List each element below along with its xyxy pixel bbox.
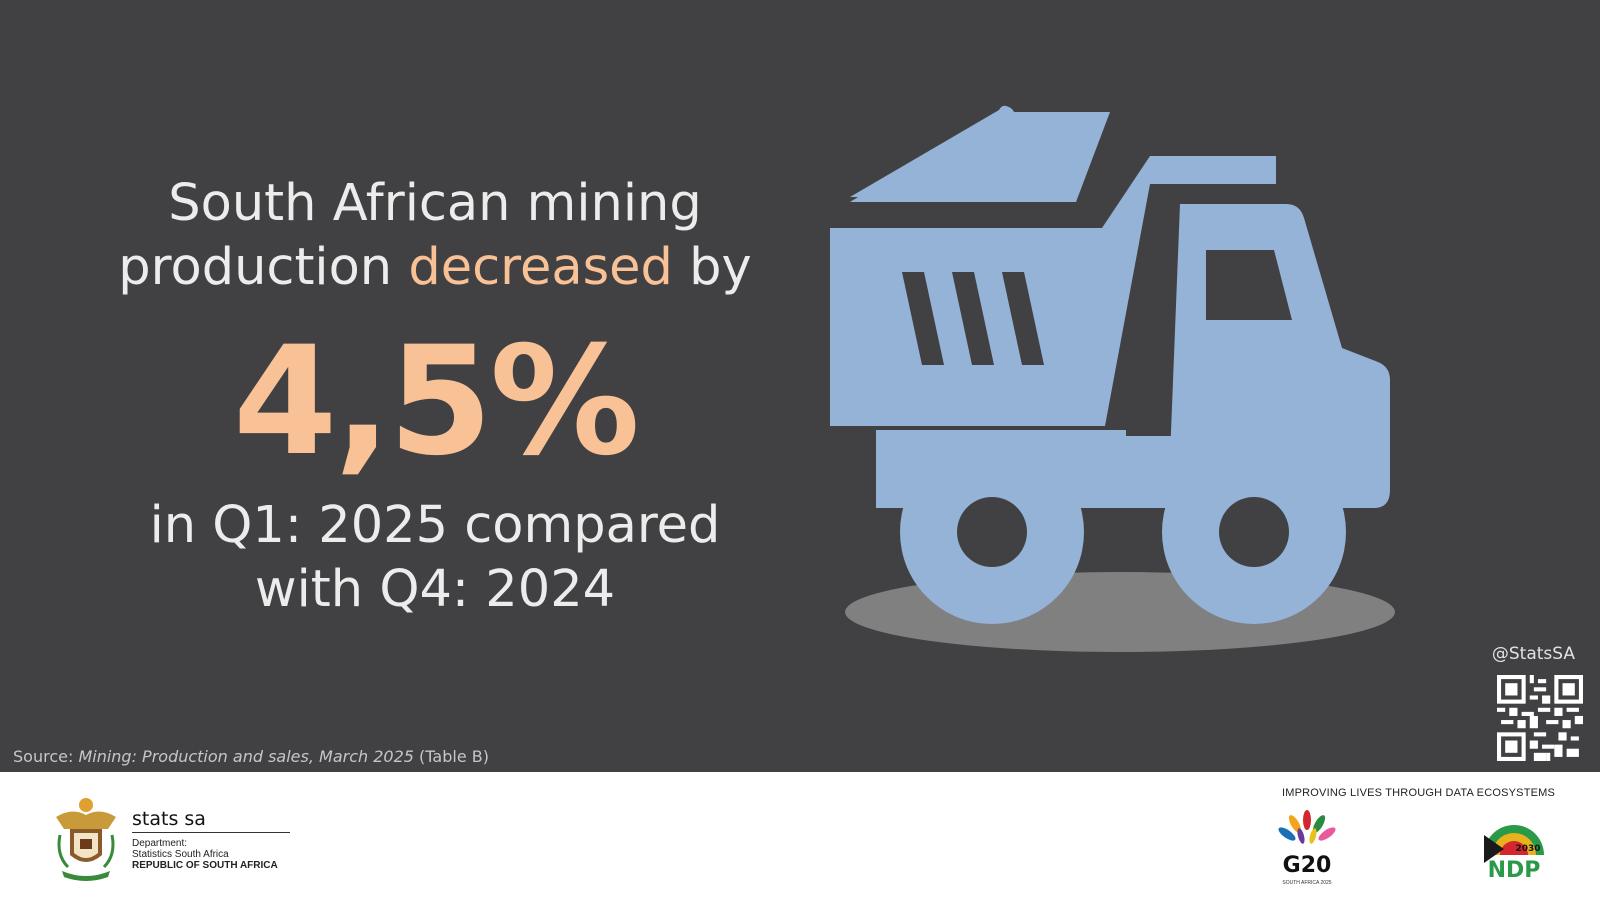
headline-text: production <box>118 238 409 297</box>
department-name: Statistics South Africa <box>132 849 229 860</box>
source-prefix: Source: <box>13 747 79 766</box>
source-note: Source: Mining: Production and sales, Ma… <box>13 747 489 766</box>
g20-text: G20 <box>1283 853 1332 878</box>
republic-label: REPUBLIC OF SOUTH AFRICA <box>132 860 278 871</box>
headline-line-1: South African mining <box>168 174 702 233</box>
g20-logo-icon: G20 SOUTH AFRICA 2025 <box>1278 810 1336 886</box>
department-block: Department: Statistics South Africa REPU… <box>132 838 278 871</box>
qr-code-icon <box>1497 675 1583 761</box>
comparison-line-2: with Q4: 2024 <box>254 560 616 619</box>
coat-of-arms-icon <box>56 798 116 881</box>
tagline: IMPROVING LIVES THROUGH DATA ECOSYSTEMS <box>1282 787 1556 799</box>
social-handle: @StatsSA <box>1491 644 1575 664</box>
ndp-year: 2030 <box>1515 844 1540 854</box>
comparison-text: in Q1: 2025 compared with Q4: 2024 <box>90 494 780 622</box>
ndp-logo-icon: 2030 NDP <box>1484 825 1544 881</box>
department-label: Department: <box>132 838 188 849</box>
source-suffix: (Table B) <box>413 747 489 766</box>
headline: South African mining production decrease… <box>90 172 780 300</box>
org-name: stats sa <box>132 808 206 830</box>
g20-subtext: SOUTH AFRICA 2025 <box>1282 880 1331 886</box>
headline-text-end: by <box>672 238 752 297</box>
comparison-line-1: in Q1: 2025 compared <box>149 496 721 555</box>
headline-highlight: decreased <box>408 238 673 297</box>
dump-truck-icon <box>830 105 1395 652</box>
footer-bar <box>0 772 1600 899</box>
infographic-panel: South African mining production decrease… <box>0 0 1600 772</box>
source-title: Mining: Production and sales, March 2025 <box>78 747 414 766</box>
headline-line-2: production decreased by <box>90 236 780 300</box>
ndp-text: NDP <box>1488 858 1541 881</box>
percentage-figure: 4,5% <box>232 315 640 489</box>
org-divider <box>132 832 290 833</box>
